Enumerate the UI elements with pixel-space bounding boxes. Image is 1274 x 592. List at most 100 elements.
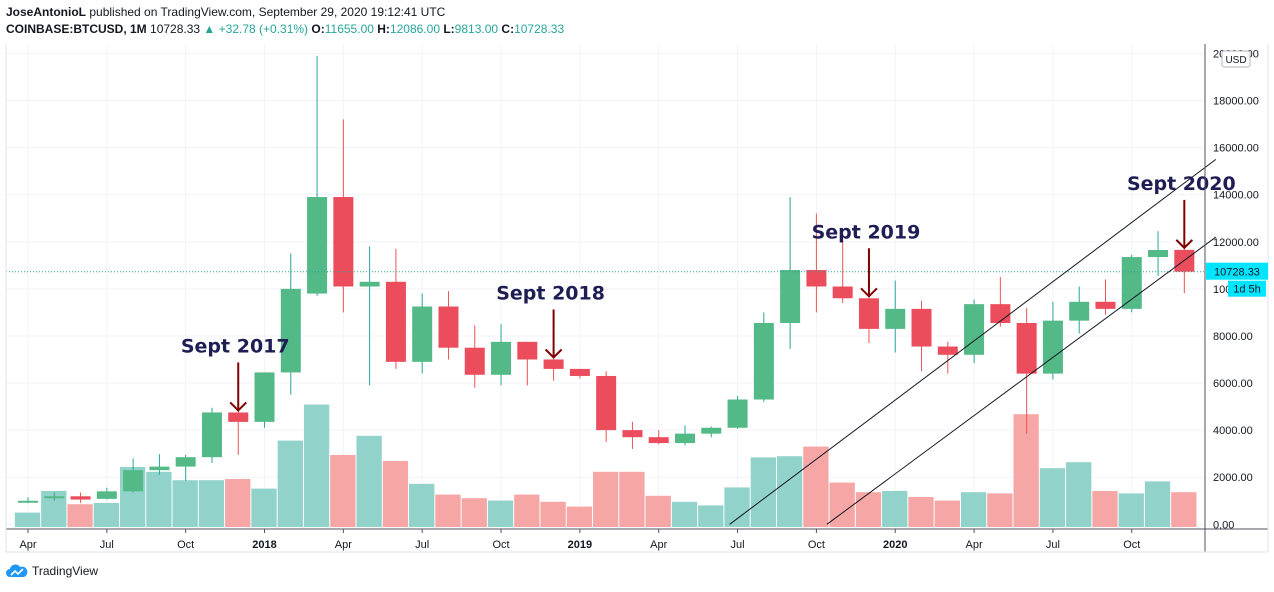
candle-body xyxy=(123,470,144,492)
candle xyxy=(18,497,38,504)
volume-bar xyxy=(435,494,461,527)
author-name[interactable]: JoseAntonioL xyxy=(6,5,86,19)
candle-body xyxy=(885,308,906,329)
candle xyxy=(1148,231,1169,276)
candle-body xyxy=(201,412,222,458)
currency-label: USD xyxy=(1225,55,1246,66)
time-tick-label: 2018 xyxy=(252,539,276,551)
volume-bar xyxy=(698,505,724,527)
annotation-label: Sept 2020 xyxy=(1127,173,1236,195)
volume-bar xyxy=(198,480,225,527)
candle xyxy=(727,395,748,429)
volume-bar xyxy=(172,480,198,527)
candle xyxy=(753,312,774,402)
candle xyxy=(280,253,301,395)
high-label: H: xyxy=(377,22,390,36)
candle xyxy=(438,291,459,360)
high-value: 12086.00 xyxy=(389,22,440,36)
annotation: Sept 2020 xyxy=(1127,173,1236,250)
time-tick-label: 2019 xyxy=(568,539,592,551)
volume-bar xyxy=(776,456,803,527)
candle xyxy=(359,246,380,386)
volume-bar xyxy=(1118,493,1144,527)
publish-info: JoseAntonioL published on TradingView.co… xyxy=(6,5,445,19)
candle-body xyxy=(753,322,774,400)
close-label: C: xyxy=(501,22,515,36)
price-tick-label: 16000.00 xyxy=(1213,143,1259,155)
candle-body xyxy=(937,346,958,355)
low-label: L: xyxy=(443,22,455,36)
candle xyxy=(491,324,512,386)
time-tick-label: Jul xyxy=(415,539,429,551)
candle xyxy=(44,492,65,501)
candle xyxy=(648,430,669,445)
candle-body xyxy=(1148,250,1169,258)
volume-bar xyxy=(487,500,514,527)
tradingview-logo[interactable]: TradingView xyxy=(6,564,98,578)
low-value: 9813.00 xyxy=(454,22,499,36)
candle-body xyxy=(911,308,932,347)
price-tick-label: 8000.00 xyxy=(1213,331,1253,343)
annotation-label: Sept 2017 xyxy=(181,335,290,357)
price-tick-label: 0.00 xyxy=(1213,519,1234,531)
candle-body xyxy=(1095,301,1116,309)
candle-body xyxy=(1016,322,1037,374)
volume-bar xyxy=(960,492,987,527)
candle-body xyxy=(412,306,433,362)
time-tick-label: Oct xyxy=(1123,539,1140,551)
annotation-arrow-head xyxy=(1175,239,1194,250)
countdown-box xyxy=(1228,280,1266,297)
candle-body xyxy=(517,341,538,360)
candle-body xyxy=(675,433,695,444)
candle xyxy=(228,407,249,455)
candle xyxy=(1069,286,1090,334)
brand-name: TradingView xyxy=(32,564,99,578)
price-change: +32.78 (+0.31%) xyxy=(218,22,309,36)
published-text: published on TradingView.com, September … xyxy=(89,5,446,19)
candle xyxy=(675,425,695,446)
current-price-value: 10728.33 xyxy=(1214,267,1260,279)
candle-body xyxy=(964,304,985,355)
volume-bar xyxy=(593,471,619,527)
candle xyxy=(96,487,117,500)
candle-body xyxy=(780,270,801,323)
candle-body xyxy=(280,288,301,373)
candle xyxy=(464,325,485,388)
volume-bar xyxy=(356,435,382,527)
annotation: Sept 2017 xyxy=(181,335,290,412)
candle xyxy=(937,341,958,374)
candle-body xyxy=(1121,257,1142,309)
volume-bar xyxy=(1039,468,1066,527)
price-tick-label: 12000.00 xyxy=(1213,237,1259,249)
candle xyxy=(1042,301,1063,380)
candle-body xyxy=(149,466,170,471)
volume-bar xyxy=(803,446,829,527)
volume-bar xyxy=(1144,481,1171,527)
volume-bar xyxy=(146,471,172,527)
volume-bar xyxy=(461,498,487,527)
candle-body xyxy=(44,496,65,499)
currency-badge-box xyxy=(1221,50,1251,68)
candle-body xyxy=(596,375,617,431)
volume-bar xyxy=(1171,492,1197,527)
candle-body xyxy=(569,368,590,376)
candle xyxy=(201,407,222,464)
price-tick-label: 4000.00 xyxy=(1213,425,1253,437)
candle xyxy=(333,119,354,313)
candlesticks xyxy=(6,55,1205,504)
candle xyxy=(517,341,538,386)
price-tick-label: 6000.00 xyxy=(1213,378,1253,390)
time-tick-label: Jul xyxy=(100,539,114,551)
candle xyxy=(596,371,617,442)
candle-body xyxy=(491,341,512,375)
candle-body xyxy=(254,372,275,422)
volume-bar xyxy=(540,501,566,527)
annotation: Sept 2018 xyxy=(496,282,605,359)
volume-bar xyxy=(671,501,698,527)
symbol-label: COINBASE:BTCUSD, 1M xyxy=(6,22,147,36)
candle xyxy=(885,280,906,353)
volume-bar xyxy=(987,493,1013,527)
candle xyxy=(780,197,801,349)
annotation-arrow-head xyxy=(860,287,878,298)
